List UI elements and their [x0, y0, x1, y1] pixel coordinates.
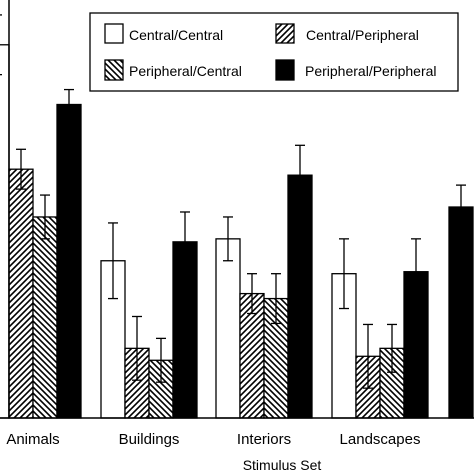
error-bar-landscapes-central-peripheral — [363, 323, 373, 389]
error-bar-buildings-peripheral-central — [156, 337, 166, 383]
error-bar-cut-off-peripheral-peripheral — [456, 184, 466, 230]
error-bar-interiors-central-peripheral — [247, 273, 257, 315]
category-label-animals: Animals — [6, 431, 59, 448]
legend-swatch-peripheral-peripheral — [275, 59, 295, 81]
error-bar-interiors-peripheral-central — [271, 273, 281, 325]
error-bar-buildings-central-peripheral — [132, 315, 142, 381]
error-bar-buildings-peripheral-peripheral — [180, 211, 190, 273]
bar-animals-peripheral-peripheral — [56, 103, 82, 419]
legend-swatch-central-central — [104, 23, 124, 44]
error-bar-animals-peripheral-central — [40, 194, 50, 240]
legend-label-peripheral-central: Peripheral/Central — [129, 63, 242, 79]
error-bar-buildings-central-central — [108, 222, 118, 300]
error-bar-interiors-peripheral-peripheral — [295, 144, 305, 206]
error-bar-landscapes-central-central — [339, 238, 349, 310]
bar-interiors-central-central — [215, 238, 241, 419]
legend-label-peripheral-peripheral: Peripheral/Peripheral — [305, 63, 437, 79]
error-bar-animals-central-central — [0, 14, 2, 76]
legend-label-central-central: Central/Central — [129, 27, 223, 43]
error-bar-landscapes-peripheral-peripheral — [411, 238, 421, 306]
legend-label-central-peripheral: Central/Peripheral — [306, 27, 419, 43]
legend-swatch-peripheral-central — [104, 59, 124, 81]
bar-animals-peripheral-central — [32, 216, 58, 419]
bar-interiors-peripheral-peripheral — [287, 174, 313, 419]
error-bar-interiors-central-central — [223, 216, 233, 262]
legend-swatch-central-peripheral — [275, 23, 295, 44]
legend-box — [89, 12, 459, 92]
error-bar-animals-peripheral-peripheral — [64, 88, 74, 121]
error-bar-animals-central-peripheral — [16, 148, 26, 190]
bar-animals-central-peripheral — [8, 168, 34, 419]
category-label-buildings: Buildings — [119, 431, 180, 448]
bars-layer — [0, 44, 474, 419]
error-bars-layer — [0, 14, 466, 389]
category-labels: Animals Buildings Interiors Landscapes — [6, 431, 420, 448]
category-label-interiors: Interiors — [237, 431, 291, 448]
x-axis-label: Stimulus Set — [243, 457, 322, 473]
bar-buildings-peripheral-peripheral — [172, 241, 198, 419]
bar-animals-central-central — [0, 44, 10, 419]
error-bar-landscapes-peripheral-central — [387, 323, 397, 373]
category-label-landscapes: Landscapes — [340, 431, 421, 448]
legend: Central/Central Central/Peripheral Perip… — [89, 12, 459, 92]
bar-cut-off-peripheral-peripheral — [448, 206, 474, 419]
